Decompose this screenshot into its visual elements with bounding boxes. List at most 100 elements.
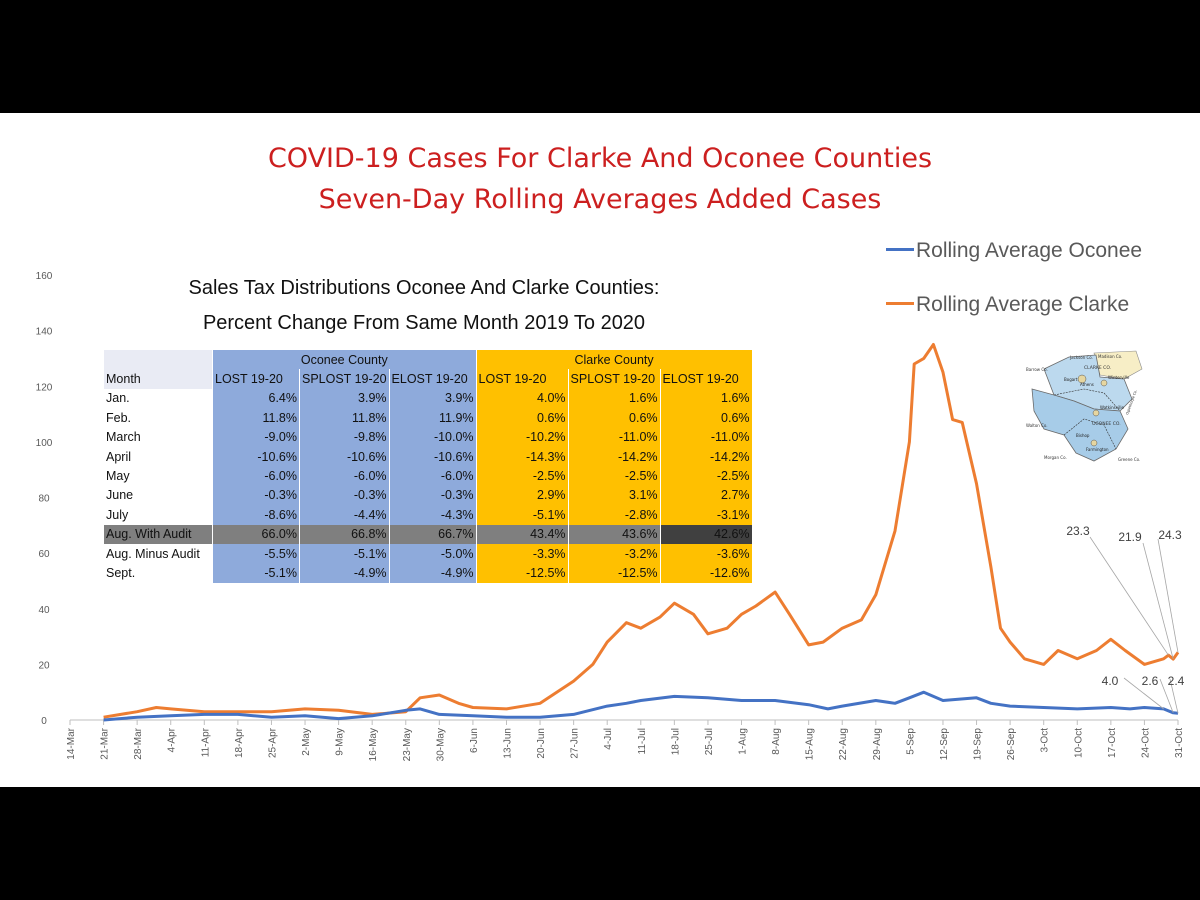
legend-item-clarke: Rolling Average Clarke: [886, 293, 1129, 317]
clarke-county-header: Clarke County: [475, 350, 752, 370]
y-tick-label: 20: [38, 660, 50, 671]
table-title-line2: Percent Change From Same Month 2019 To 2…: [202, 312, 646, 334]
table-cell: -10.2%: [475, 427, 569, 447]
table-cell: -6.0%: [388, 466, 477, 486]
y-tick-label: 0: [41, 716, 47, 727]
table-cell: -10.6%: [212, 446, 300, 467]
table-row: May -6.0% -6.0% -6.0% -2.5% -2.5% -2.5%: [104, 466, 752, 486]
oconee-county-header: Oconee County: [212, 350, 477, 370]
annotation-leader: [1157, 538, 1179, 653]
x-tick-label: 16-May: [368, 728, 379, 761]
y-tick-label: 120: [36, 382, 53, 393]
table-row: Aug. Minus Audit -5.5% -5.1% -5.0% -3.3% -3.2…: [104, 543, 752, 564]
data-label: 4.0: [1102, 674, 1119, 688]
table-cell: -0.3%: [299, 485, 390, 506]
table-header-row-counties: Oconee County Clarke County: [104, 350, 752, 370]
annotation-leader: [1123, 677, 1164, 710]
table-row: Sept. -5.1% -4.9% -4.9% -12.5% -12.5% -12.6%: [104, 563, 752, 583]
y-axis: 0 20 40 60 80 100 120 140 160: [36, 271, 53, 727]
table-cell: -12.6%: [659, 563, 752, 583]
table-corner-cell: [104, 350, 213, 370]
table-cell: -5.5%: [212, 543, 300, 564]
table-row: June -0.3% -0.3% -0.3% 2.9% 3.1% 2.7%: [104, 485, 752, 506]
table-cell: -11.0%: [567, 427, 661, 447]
row-label: Aug. Minus Audit: [104, 543, 213, 564]
table-cell: 42.6%: [659, 524, 752, 544]
chart-title-line1: COVID-19 Cases For Clarke And Oconee Cou…: [267, 143, 933, 174]
x-tick-label: 5-Sep: [905, 728, 916, 755]
annotation-leader: [1142, 542, 1174, 660]
table-cell: -0.3%: [212, 485, 300, 506]
map-label: Greene Co.: [1118, 457, 1140, 462]
row-label: April: [104, 446, 213, 467]
series-line-oconee: [103, 690, 1179, 722]
table-cell: -2.5%: [475, 466, 569, 486]
table-cell: 11.8%: [299, 408, 390, 428]
x-tick-label: 14-Mar: [66, 727, 77, 759]
legend-label-clarke: Rolling Average Clarke: [916, 293, 1130, 316]
data-label: 23.3: [1066, 524, 1090, 538]
table-cell: -5.1%: [212, 563, 300, 583]
x-tick-label: 11-Apr: [200, 727, 211, 757]
x-tick-label: 22-Aug: [838, 728, 849, 760]
table-cell: -3.6%: [659, 543, 752, 564]
column-header-clarke-lost: LOST 19-20: [475, 369, 569, 389]
chart-title-line2: Seven-Day Rolling Averages Added Cases: [318, 184, 882, 215]
y-tick-label: 80: [38, 494, 50, 505]
map-label: Jackson Co.: [1069, 355, 1093, 360]
table-cell: -4.9%: [388, 563, 477, 583]
line-chart: 0 20 40 60 80 100 120 140 160 14-Mar 21-Mar 28-Mar…: [36, 271, 1185, 761]
table-cell: -4.3%: [388, 505, 477, 525]
row-label: Jan.: [104, 388, 213, 409]
x-tick-label: 30-May: [435, 728, 446, 761]
legend-item-oconee: Rolling Average Oconee: [886, 239, 1142, 263]
table-title-line1: Sales Tax Distributions Oconee And Clark…: [188, 277, 660, 299]
table-cell: 43.4%: [475, 524, 569, 544]
table-row: April -10.6% -10.6% -10.6% -14.3% -14.2% -14.2…: [104, 446, 752, 467]
map-label: Athens: [1080, 382, 1094, 387]
table-cell: -5.1%: [299, 543, 390, 564]
table-row: July -8.6% -4.4% -4.3% -5.1% -2.8% -3.1%: [104, 505, 752, 525]
table-cell: -14.2%: [567, 446, 661, 467]
y-tick-label: 100: [36, 438, 53, 449]
x-tick-label: 28-Mar: [133, 727, 144, 759]
map-label: Madison Co.: [1098, 354, 1122, 359]
x-tick-label: 11-Jul: [637, 728, 648, 755]
legend-swatch-clarke: [886, 301, 914, 305]
x-tick-label: 4-Apr: [167, 727, 178, 752]
table-cell: -3.2%: [567, 543, 661, 564]
table-cell: -6.0%: [299, 466, 390, 486]
table-cell: -2.5%: [659, 466, 752, 486]
column-header-oconee-splost: SPLOST 19-20: [299, 369, 390, 389]
table-row: Aug. With Audit 66.0% 66.8% 66.7% 43.4% 43.6%…: [104, 524, 752, 544]
map-label: Bogart: [1064, 377, 1078, 382]
annotation-leader: [1169, 678, 1179, 714]
table-cell: -6.0%: [212, 466, 300, 486]
data-label: 24.3: [1158, 528, 1182, 542]
table-cell: 2.7%: [659, 485, 752, 506]
column-header-clarke-splost: SPLOST 19-20: [567, 369, 661, 389]
table-cell: -9.0%: [212, 427, 300, 447]
table-cell: -11.0%: [659, 427, 752, 447]
table-cell: 11.8%: [212, 408, 300, 428]
county-map-image: Madison Co. Jackson Co. Barrow Co. CLARK…: [1024, 349, 1144, 465]
x-tick-label: 20-Jun: [536, 728, 547, 759]
y-tick-label: 40: [38, 605, 50, 616]
row-label: Aug. With Audit: [104, 524, 213, 544]
x-tick-label: 12-Sep: [939, 728, 950, 761]
x-tick-label: 9-May: [335, 728, 346, 756]
map-label: Barrow Co.: [1026, 367, 1048, 372]
slide: COVID-19 Cases For Clarke And Oconee Cou…: [0, 113, 1200, 787]
x-tick-label: 18-Apr: [234, 727, 245, 758]
table-cell: -10.6%: [299, 446, 390, 467]
table-row: Jan. 6.4% 3.9% 3.9% 4.0% 1.6% 1.6%: [104, 388, 752, 409]
x-tick-label: 31-Oct: [1174, 728, 1185, 758]
x-tick-label: 13-Jun: [502, 728, 513, 759]
row-label: July: [104, 505, 213, 525]
sales-tax-table: Oconee County Clarke County Month LOST 1…: [104, 350, 752, 583]
chart-series: [103, 343, 1180, 722]
x-tick-label: 25-Apr: [267, 727, 278, 758]
table-cell: -10.6%: [388, 446, 477, 467]
x-tick-label: 25-Jul: [704, 728, 715, 755]
row-label: Feb.: [104, 408, 213, 428]
